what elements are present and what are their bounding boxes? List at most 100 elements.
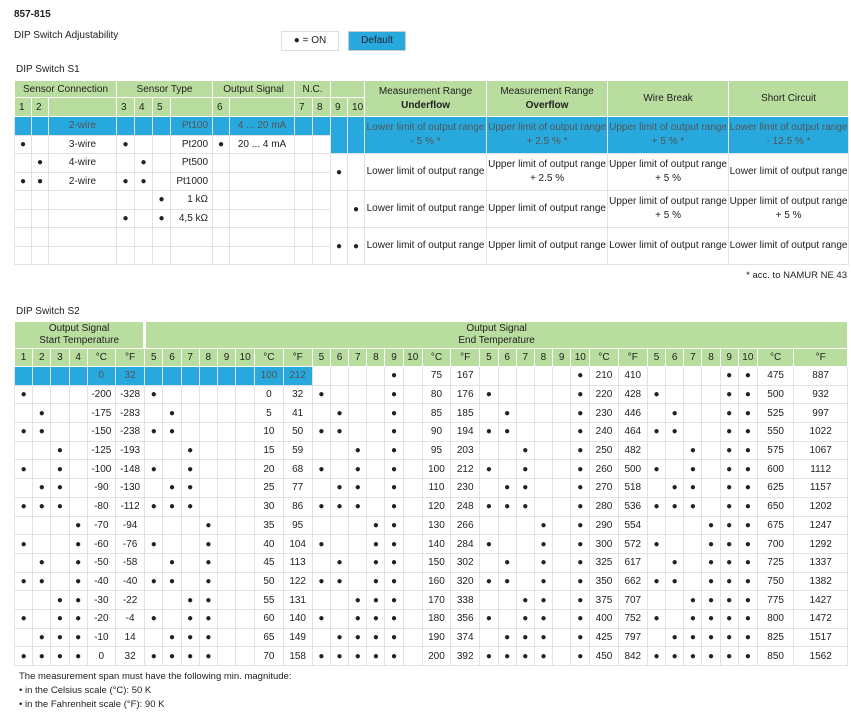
end-switch-6: ● [665,403,685,424]
end-switch-8: ● [701,590,721,610]
start-fahrenheit: -130 [114,478,146,498]
start-switch-2 [32,384,52,405]
end-switch-7 [348,515,368,536]
output-signal [229,190,296,210]
end-switch-5 [144,515,164,536]
start-celsius: -30 [86,590,116,610]
end-switch-10: ● [570,534,591,554]
end-switch-10 [402,366,423,386]
start-celsius: -40 [86,571,116,592]
end-switch-5: ● [311,534,331,554]
unit-celsius: °C [421,348,452,367]
end-switch-7 [515,422,535,442]
end-switch-6 [329,366,350,386]
switch-1 [14,245,32,265]
s2-row: ● ● -50 -58 ● ● 45 113 ● ● ● 150 302 ● ● ● 325 617 ● ● ● ● 725… [13,552,848,573]
dip-switch-s2-table: Output Signal Start Temperature Output Sig… [13,321,848,666]
end-switch-8: ● [366,515,386,536]
end-switch-5 [144,403,164,424]
end-switch-6: ● [162,478,182,498]
end-switch-5: ● [646,608,667,629]
unit-fahrenheit: °F [282,348,313,367]
switch-number: 10 [570,348,591,367]
end-switch-10: ● [570,627,591,648]
end-switch-10 [235,571,256,592]
end-switch-8 [366,384,386,405]
end-switch-9 [552,384,572,405]
switch-7 [294,227,314,247]
end-switch-5: ● [479,496,499,517]
end-fahrenheit: 149 [282,627,313,648]
switch-1 [14,208,32,228]
unit-fahrenheit: °F [114,348,146,367]
switch-8 [312,227,332,247]
end-switch-9 [216,384,237,405]
end-switch-8 [533,478,554,498]
s1-row: ● ● 2-wire ● ● Pt1000 [14,171,849,191]
start-switch-1 [13,552,34,573]
end-fahrenheit: 707 [617,590,648,610]
end-switch-5 [479,515,499,536]
end-switch-7: ● [683,478,703,498]
end-switch-9 [552,608,572,629]
start-fahrenheit: -4 [114,608,146,629]
end-switch-9 [216,366,237,386]
fault-value: Upper limit of output range [486,190,609,228]
end-switch-8 [533,422,554,442]
switch-2: ● [31,153,49,173]
switch-number: 2 [31,97,49,117]
end-fahrenheit: 1382 [793,571,848,592]
start-celsius: -175 [86,403,116,424]
switch-1 [14,190,32,210]
switch-number: 5 [144,348,164,367]
end-fahrenheit: 1067 [793,440,848,461]
header-line: Output Signal [48,323,110,334]
switch-10: ● [347,227,366,265]
end-fahrenheit: 230 [450,478,481,498]
switch-6 [212,116,231,136]
fault-value: Upper limit of output range [486,227,609,265]
group-sensor-connection: Sensor Connection [14,80,117,98]
end-fahrenheit: 32 [282,384,313,405]
s2-row: ● -125 -193 ● 15 59 ● ● 95 203 ● ● 250 482 ● ● ● 575 1067 [13,440,848,461]
end-fahrenheit: 266 [450,515,481,536]
end-switch-8: ● [366,627,386,648]
end-switch-10: ● [737,627,758,648]
end-switch-6: ● [162,552,182,573]
fault-value: Upper limit of output range + 5 % * [607,116,730,154]
end-switch-10 [402,608,423,629]
start-switch-1 [13,366,34,386]
end-switch-10 [402,646,423,666]
end-switch-7: ● [348,459,368,480]
switch-number: 10 [235,348,256,367]
end-switch-6 [497,366,517,386]
end-switch-6: ● [329,571,350,592]
end-switch-6 [497,590,517,610]
end-switch-10: ● [737,403,758,424]
end-switch-6 [665,384,685,405]
switch-number: 9 [552,348,572,367]
s1-row: ● ● 4,5 kΩ [14,208,849,228]
end-switch-6 [329,515,350,536]
end-switch-10 [235,496,256,517]
end-switch-6: ● [665,552,685,573]
start-switch-2 [32,366,52,386]
end-switch-8: ● [533,571,554,592]
end-switch-7 [683,552,703,573]
switch-4 [134,245,153,265]
end-switch-6: ● [162,422,182,442]
end-switch-10: ● [570,403,591,424]
start-switch-2: ● [32,478,52,498]
end-celsius: 350 [589,571,619,592]
end-switch-10 [235,552,256,573]
start-switch-1: ● [13,571,34,592]
end-switch-10: ● [737,459,758,480]
end-celsius: 200 [421,646,452,666]
end-switch-6 [329,534,350,554]
end-switch-10 [402,440,423,461]
end-celsius: 800 [756,608,795,629]
end-switch-6: ● [665,422,685,442]
end-switch-9: ● [719,459,739,480]
output-signal: 4 ... 20 mA [229,116,296,136]
end-switch-7: ● [683,459,703,480]
